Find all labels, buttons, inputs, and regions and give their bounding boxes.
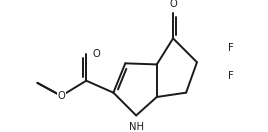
Text: NH: NH: [129, 122, 144, 132]
Text: O: O: [169, 0, 177, 9]
Text: O: O: [93, 49, 100, 59]
Text: O: O: [57, 91, 65, 101]
Text: F: F: [228, 71, 234, 81]
Text: F: F: [228, 43, 234, 53]
